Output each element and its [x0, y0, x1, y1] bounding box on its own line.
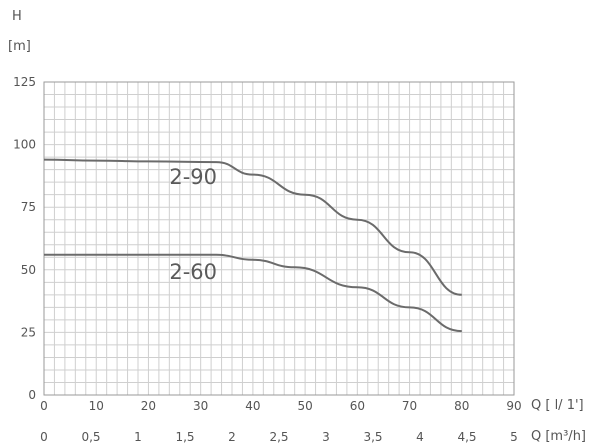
x1-tick-label: 20 [141, 399, 156, 413]
y-tick-label: 50 [21, 263, 36, 277]
y-tick-label: 0 [28, 388, 36, 402]
series-lines [43, 158, 462, 333]
x2-tick-label: 5 [510, 430, 518, 444]
y-tick-labels: 0 25 50 75 100 125 [13, 75, 36, 402]
y-tick-label: 75 [21, 200, 36, 214]
x1-tick-label: 50 [297, 399, 312, 413]
y-axis-unit: [m] [8, 39, 31, 54]
x2-axis-unit: Q [m³/h] [531, 429, 586, 444]
plot-frame [43, 81, 515, 396]
y-tick-label: 100 [13, 138, 36, 152]
series-line-2-60 [43, 253, 462, 333]
series-label-2-90: 2-90 [169, 165, 217, 189]
x1-tick-label: 30 [193, 399, 208, 413]
x2-tick-label: 0,5 [81, 430, 100, 444]
grid [44, 82, 514, 395]
x2-tick-label: 2,5 [269, 430, 288, 444]
x1-tick-label: 90 [506, 399, 521, 413]
x1-tick-label: 10 [89, 399, 104, 413]
series-line-2-90 [43, 158, 462, 296]
x1-tick-label: 0 [40, 399, 48, 413]
x1-tick-label: 60 [350, 399, 365, 413]
x1-axis-unit: Q [ l/ 1'] [531, 398, 584, 413]
x2-tick-label: 3 [322, 430, 330, 444]
x2-tick-label: 4 [416, 430, 424, 444]
x2-tick-label: 1 [134, 430, 142, 444]
x2-tick-label: 1,5 [175, 430, 194, 444]
x2-tick-labels: 0 0,5 1 1,5 2 2,5 3 3,5 4 4,5 5 [40, 430, 518, 444]
x1-tick-label: 40 [245, 399, 260, 413]
x2-tick-label: 3,5 [363, 430, 382, 444]
x1-tick-labels: 0 10 20 30 40 50 60 70 80 90 [40, 399, 521, 413]
x2-tick-label: 4,5 [457, 430, 476, 444]
x2-tick-label: 2 [228, 430, 236, 444]
y-tick-label: 125 [13, 75, 36, 89]
x1-tick-label: 70 [402, 399, 417, 413]
x1-tick-label: 80 [454, 399, 469, 413]
y-axis-label: H [12, 9, 22, 24]
y-tick-label: 25 [21, 325, 36, 339]
series-label-2-60: 2-60 [169, 260, 217, 284]
series-labels: 2-90 2-60 [169, 165, 217, 284]
x2-tick-label: 0 [40, 430, 48, 444]
